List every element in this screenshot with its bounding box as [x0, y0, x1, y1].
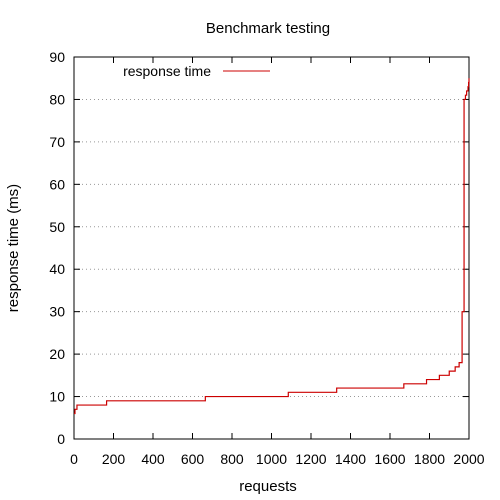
chart-title: Benchmark testing: [206, 20, 330, 37]
x-tick-label: 1800: [414, 451, 445, 467]
axis-tick-labels: 0 10 20 30 40 50 60 70 80 90 0 200 400 600 800 1000 1200…: [49, 49, 484, 467]
x-tick-label: 1600: [374, 451, 405, 467]
y-tick-label: 30: [49, 304, 65, 320]
axis-ticks: [73, 56, 470, 440]
grid-lines: [74, 98, 469, 398]
plot-frame: [73, 56, 470, 440]
x-tick-label: 1000: [256, 451, 287, 467]
y-tick-label: 10: [49, 389, 65, 405]
x-axis-title: requests: [239, 478, 297, 495]
series-layer: [74, 78, 470, 415]
x-tick-label: 200: [102, 451, 126, 467]
x-tick-label: 800: [220, 451, 244, 467]
y-tick-label: 70: [49, 134, 65, 150]
series-line: [74, 78, 470, 415]
y-tick-label: 0: [57, 431, 65, 447]
y-tick-label: 50: [49, 219, 65, 235]
x-tick-label: 400: [141, 451, 165, 467]
x-tick-label: 1200: [295, 451, 326, 467]
x-tick-label: 2000: [453, 451, 484, 467]
legend: response time: [123, 63, 270, 79]
y-tick-label: 60: [49, 176, 65, 192]
y-axis-title: response time (ms): [5, 184, 22, 312]
y-tick-label: 20: [49, 346, 65, 362]
x-tick-label: 1400: [335, 451, 366, 467]
legend-label: response time: [123, 63, 211, 79]
y-tick-label: 80: [49, 91, 65, 107]
x-tick-label: 600: [181, 451, 205, 467]
x-tick-label: 0: [70, 451, 78, 467]
y-tick-label: 40: [49, 261, 65, 277]
y-tick-label: 90: [49, 49, 65, 65]
